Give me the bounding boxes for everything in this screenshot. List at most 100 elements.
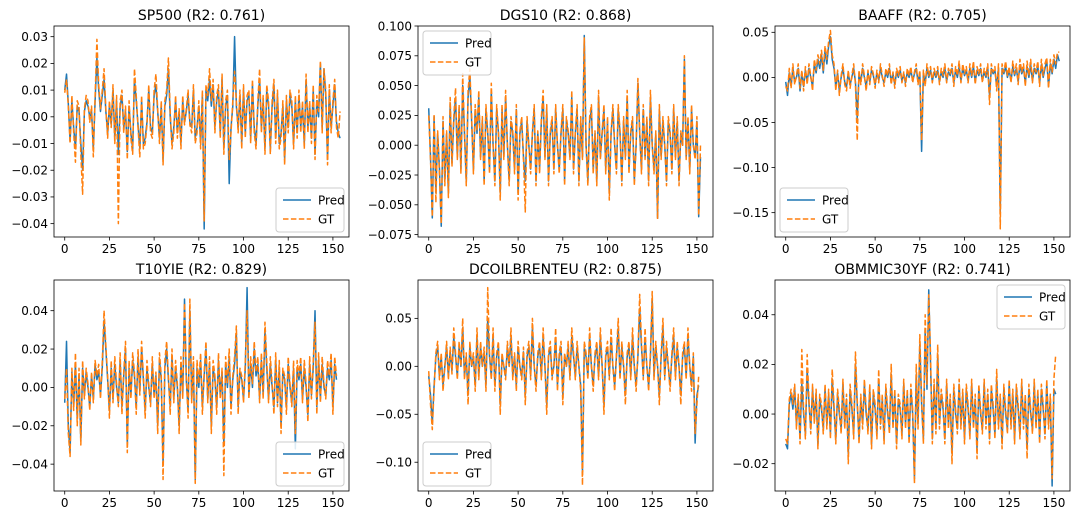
legend-box (275, 441, 345, 487)
legend: Pred GT (422, 30, 492, 76)
y-tick-label: −0.02 (732, 457, 769, 471)
subplot-title: DCOILBRENTEU (R2: 0.875) (469, 262, 662, 278)
series-gt-line (785, 294, 1057, 485)
x-tick-label: 50 (510, 496, 525, 510)
legend: Pred GT (996, 284, 1066, 330)
legend: Pred GT (275, 187, 345, 233)
legend-box (996, 284, 1066, 330)
y-tick-label: 0.025 (378, 109, 412, 123)
y-tick-label: 0.01 (21, 83, 48, 97)
series-group (63, 286, 338, 485)
legend-label-pred: Pred (1039, 290, 1066, 304)
legend-label-gt: GT (318, 466, 335, 480)
y-tick-label: −0.01 (11, 137, 48, 151)
y-tick-label: 0.00 (21, 110, 48, 124)
subplot-title: T10YIE (R2: 0.829) (135, 262, 267, 278)
legend-label-gt: GT (822, 212, 839, 226)
x-tick-label: 75 (191, 496, 206, 510)
x-tick-label: 125 (998, 242, 1021, 256)
legend: Pred GT (779, 187, 849, 233)
y-tick-label: 0.02 (742, 358, 769, 372)
axes-frame (417, 25, 714, 238)
legend-box (275, 187, 345, 233)
axes-frame (417, 279, 714, 492)
x-tick-label: 25 (466, 242, 481, 256)
x-tick-label: 25 (823, 242, 838, 256)
legend-label-gt: GT (465, 55, 482, 69)
x-tick-label: 75 (912, 496, 927, 510)
y-tick-label: 0.075 (378, 49, 412, 63)
x-tick-label: 125 (998, 496, 1021, 510)
subplot-title: DGS10 (R2: 0.868) (500, 8, 632, 24)
x-tick-label: 0 (425, 496, 433, 510)
x-tick-label: 0 (782, 242, 790, 256)
axes-frame (774, 279, 1071, 492)
subplot-title: BAAFF (R2: 0.705) (858, 8, 987, 24)
x-tick-label: 25 (102, 242, 117, 256)
series-gt-line (427, 37, 702, 225)
subplot-title: SP500 (R2: 0.761) (138, 8, 265, 24)
series-group (784, 29, 1060, 230)
legend-box (779, 187, 849, 233)
series-pred-line (784, 36, 1060, 214)
axes-frame (53, 25, 350, 238)
legend-label-pred: Pred (465, 36, 492, 50)
series-group (427, 34, 702, 228)
x-tick-label: 100 (596, 242, 619, 256)
subplot-5: 0 25 50 75 100 125 150 −0.10 −0.05 0.00 0.05 DCOILB… (375, 262, 714, 510)
legend-label-gt: GT (1039, 309, 1056, 323)
y-tick-label: 0.100 (378, 19, 412, 33)
y-tick-label: 0.000 (378, 139, 412, 153)
y-tick-label: 0.00 (742, 71, 769, 85)
y-tick-label: −0.075 (368, 228, 412, 242)
y-tick-label: 0.02 (21, 57, 48, 71)
x-tick-label: 25 (466, 496, 481, 510)
series-group (427, 286, 700, 486)
legend-label-gt: GT (465, 466, 482, 480)
axes-frame (774, 25, 1071, 238)
y-tick-label: −0.10 (732, 161, 769, 175)
x-tick-label: 150 (321, 242, 344, 256)
x-tick-label: 25 (823, 496, 838, 510)
series-gt-line (785, 29, 1060, 230)
x-tick-label: 125 (641, 242, 664, 256)
y-tick-label: −0.04 (11, 217, 48, 231)
subplot-2: 0 25 50 75 100 125 150 −0.075 −0.050 −0.025 0.000 0… (368, 8, 714, 256)
subplot-title: OBMMIC30YF (R2: 0.741) (834, 262, 1010, 278)
x-tick-label: 75 (555, 242, 570, 256)
x-tick-label: 50 (510, 242, 525, 256)
legend: Pred GT (275, 441, 345, 487)
legend-label-pred: Pred (318, 447, 345, 461)
legend: Pred GT (422, 441, 492, 487)
y-tick-label: 0.03 (21, 30, 48, 44)
x-tick-label: 125 (641, 496, 664, 510)
x-tick-label: 75 (191, 242, 206, 256)
x-tick-label: 75 (555, 496, 570, 510)
y-tick-label: −0.03 (11, 190, 48, 204)
x-tick-label: 100 (953, 242, 976, 256)
x-tick-label: 75 (912, 242, 927, 256)
x-tick-label: 125 (277, 242, 300, 256)
x-tick-label: 0 (61, 496, 69, 510)
x-tick-label: 100 (596, 496, 619, 510)
y-tick-label: 0.050 (378, 79, 412, 93)
x-tick-label: 50 (867, 242, 882, 256)
legend-box (422, 441, 492, 487)
x-tick-label: 100 (953, 496, 976, 510)
x-tick-label: 150 (321, 496, 344, 510)
y-tick-label: 0.04 (21, 304, 48, 318)
series-gt-line (427, 286, 700, 486)
series-gt-line (63, 298, 338, 485)
y-tick-label: 0.05 (385, 312, 412, 326)
x-tick-label: 50 (146, 242, 161, 256)
x-tick-label: 100 (232, 496, 255, 510)
legend-label-pred: Pred (465, 447, 492, 461)
subplot-4: 0 25 50 75 100 125 150 −0.04 −0.02 0.00 0.02 0.04 T1… (11, 262, 350, 510)
x-tick-label: 150 (685, 242, 708, 256)
x-tick-label: 150 (685, 496, 708, 510)
subplot-3: 0 25 50 75 100 125 150 −0.15 −0.10 −0.05 0.00 0.05 B… (732, 8, 1071, 256)
y-tick-label: −0.05 (375, 408, 412, 422)
axes-frame (53, 279, 350, 492)
x-tick-label: 50 (146, 496, 161, 510)
y-tick-label: −0.15 (732, 206, 769, 220)
